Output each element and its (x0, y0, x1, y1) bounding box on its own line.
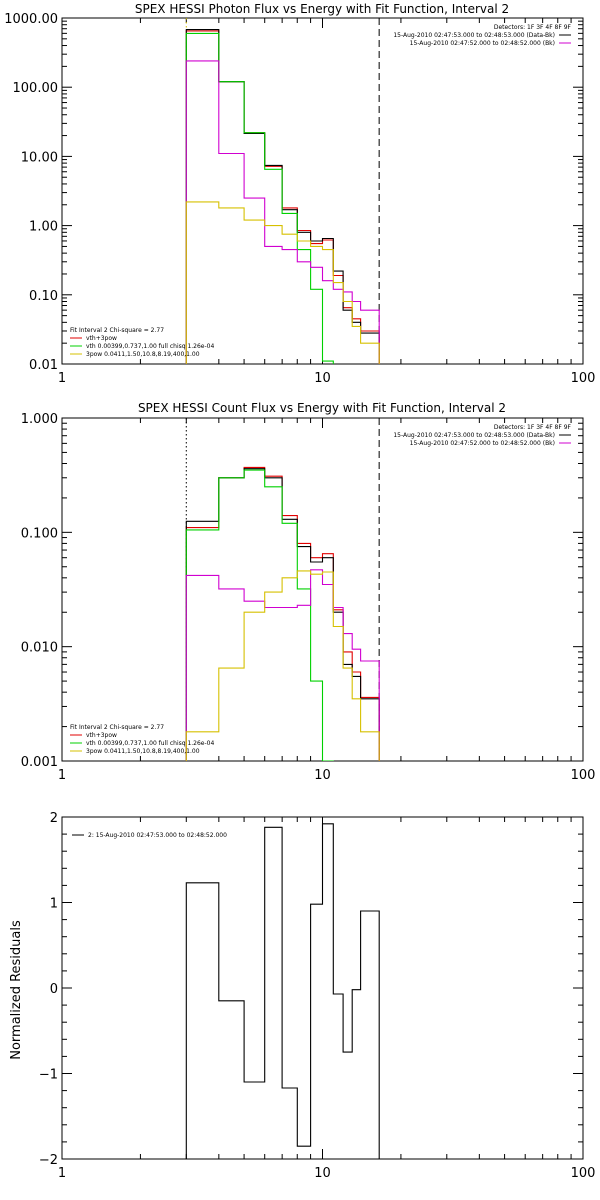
residuals-ylabel: Normalized Residuals (9, 920, 24, 1060)
photon-flux-x-tick-label-2: 100 (571, 371, 596, 386)
residuals-y-ticks (62, 816, 583, 1160)
count-flux-legend-entry-1: vth 0.00399,0.737,1.00 full chisq 1.26e-… (86, 740, 214, 747)
count-flux-interval-data: 15-Aug-2010 02:47:53.000 to 02:48:53.000… (393, 432, 555, 439)
photon-flux-y-tick-label-2: 1.00 (29, 220, 58, 235)
photon-flux-legend-entry-0: vth+3pow (86, 335, 117, 342)
count-flux-y-tick-label-3: 1.000 (21, 412, 58, 427)
photon-flux-series-4 (185, 201, 380, 364)
photon-flux-detector-legend: Detectors: 1F 3F 4F 8F 9F 15-Aug-2010 02… (393, 24, 571, 47)
photon-flux-panel: SPEX HESSI Photon Flux vs Energy with Fi… (4, 2, 595, 386)
photon-flux-y-tick-label-4: 100.00 (13, 81, 59, 96)
photon-flux-x-ticks (61, 18, 572, 364)
residuals-y-tick-label-2: 0 (50, 982, 58, 997)
residuals-x-tick-label-2: 100 (571, 1166, 596, 1181)
photon-flux-legend-header: Fit Interval 2 Chi-square = 2.77 (70, 327, 164, 334)
photon-flux-legend: Fit Interval 2 Chi-square = 2.77 vth+3po… (70, 327, 214, 358)
photon-flux-x-tick-label-0: 1 (58, 371, 66, 386)
photon-flux-plot-area (61, 17, 584, 365)
count-flux-y-tick-label-1: 0.010 (21, 641, 58, 656)
count-flux-series-3 (185, 569, 380, 761)
count-flux-x-ticks (61, 418, 572, 761)
count-flux-series-2 (185, 469, 334, 761)
photon-flux-series-3 (185, 60, 380, 364)
residuals-y-tick-label-4: 2 (50, 811, 58, 826)
residuals-legend: 2: 15-Aug-2010 02:47:53.000 to 02:48:52.… (72, 832, 227, 839)
count-flux-interval-bk: 15-Aug-2010 02:47:52.000 to 02:48:52.000… (410, 440, 555, 447)
photon-flux-y-tick-label-1: 0.10 (29, 289, 58, 304)
count-flux-series-4 (185, 570, 380, 761)
photon-flux-tick-labels: 1 10 100 0.01 0.10 1.00 10.00 100.00 1000.00 (4, 12, 595, 386)
count-flux-series-1 (185, 468, 380, 761)
residuals-plot-area (61, 816, 584, 1160)
count-flux-detector-legend: Detectors: 1F 3F 4F 8F 9F 15-Aug-2010 02… (393, 424, 571, 447)
photon-flux-interval-bk: 15-Aug-2010 02:47:52.000 to 02:48:52.000… (410, 40, 555, 47)
photon-flux-series-2 (185, 32, 334, 364)
residuals-series-0 (185, 823, 380, 1159)
photon-flux-legend-entry-1: vth 0.00399,0.737,1.00 full chisq 1.26e-… (86, 343, 214, 350)
residuals-y-tick-label-1: −1 (39, 1068, 58, 1083)
photon-flux-series-0 (185, 30, 380, 364)
residuals-panel: Normalized Residuals 1 10 100 −2 −1 0 1 2 2: 15… (9, 811, 595, 1181)
residuals-legend-entry: 2: 15-Aug-2010 02:47:53.000 to 02:48:52.… (88, 832, 227, 839)
photon-flux-interval-data: 15-Aug-2010 02:47:53.000 to 02:48:53.000… (393, 32, 555, 39)
residuals-y-tick-label-3: 1 (50, 897, 58, 912)
count-flux-legend: Fit Interval 2 Chi-square = 2.77 vth+3po… (70, 724, 214, 755)
count-flux-y-tick-label-0: 0.001 (21, 755, 58, 770)
residuals-y-tick-label-0: −2 (39, 1153, 58, 1168)
count-flux-x-tick-label-2: 100 (571, 768, 596, 783)
count-flux-x-tick-label-1: 10 (314, 768, 331, 783)
photon-flux-title: SPEX HESSI Photon Flux vs Energy with Fi… (135, 2, 509, 16)
count-flux-series-0 (185, 466, 380, 761)
residuals-x-tick-label-0: 1 (58, 1166, 66, 1181)
residuals-x-tick-label-1: 10 (314, 1166, 331, 1181)
count-flux-x-tick-label-0: 1 (58, 768, 66, 783)
photon-flux-x-tick-label-1: 10 (314, 371, 331, 386)
photon-flux-legend-entry-2: 3pow 0.0411,1.50,10.8,8.19,400,1.00 (86, 351, 200, 358)
photon-flux-y-tick-label-5: 1000.00 (4, 12, 58, 27)
count-flux-title: SPEX HESSI Count Flux vs Energy with Fit… (138, 401, 506, 415)
count-flux-plot-area (61, 417, 584, 762)
residuals-x-ticks (61, 817, 572, 1159)
count-flux-legend-entry-2: 3pow 0.0411,1.50,10.8,8.19,400,1.00 (86, 748, 200, 755)
photon-flux-y-tick-label-3: 10.00 (21, 150, 58, 165)
count-flux-tick-labels: 1 10 100 0.001 0.010 0.100 1.000 (21, 412, 596, 783)
count-flux-legend-header: Fit Interval 2 Chi-square = 2.77 (70, 724, 164, 731)
count-flux-legend-entry-0: vth+3pow (86, 732, 117, 739)
photon-flux-detectors: Detectors: 1F 3F 4F 8F 9F (494, 24, 572, 31)
photon-flux-y-tick-label-0: 0.01 (29, 358, 58, 373)
count-flux-y-tick-label-2: 0.100 (21, 526, 58, 541)
count-flux-panel: SPEX HESSI Count Flux vs Energy with Fit… (21, 401, 596, 783)
photon-flux-y-ticks (62, 17, 583, 365)
photon-flux-series-1 (185, 29, 380, 364)
count-flux-detectors: Detectors: 1F 3F 4F 8F 9F (494, 424, 572, 431)
count-flux-y-ticks (62, 417, 583, 762)
residuals-tick-labels: 1 10 100 −2 −1 0 1 2 (39, 811, 596, 1181)
